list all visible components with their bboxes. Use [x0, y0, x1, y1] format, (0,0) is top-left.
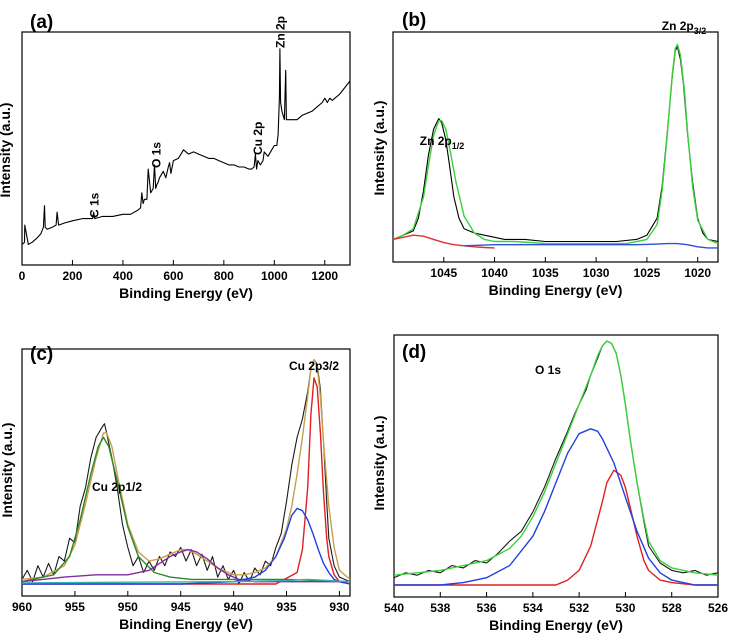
x-tick-label: 950 [118, 600, 138, 614]
x-tick-label: 930 [329, 600, 349, 614]
series-cu-2p3-2-shoulder [22, 507, 351, 585]
peak-annotation: Cu 2p3/2 [289, 359, 339, 373]
plot-frame [392, 31, 719, 263]
plot-frame [21, 31, 351, 266]
x-tick-label: 1000 [261, 269, 288, 283]
x-tick-label: 0 [19, 269, 26, 283]
x-tick-label: 540 [384, 601, 404, 615]
x-tick-label: 536 [477, 601, 497, 615]
series-fit-envelope [392, 43, 719, 245]
peak-annotation: Cu 2p [251, 122, 265, 155]
annotation-subscript: 3/2 [694, 26, 707, 36]
x-tick-label: 940 [224, 600, 244, 614]
x-axis-title: Binding Energy (eV) [489, 282, 623, 298]
x-tick-label: 400 [113, 269, 133, 283]
peak-annotation: C 1s [88, 192, 102, 218]
panel-label: (b) [402, 10, 426, 31]
x-tick-label: 532 [569, 601, 589, 615]
series-o-1s-low-be-component [394, 469, 718, 586]
panel-a: 0 200 400 600 800 1000 1200 Binding Energy (eV)… [0, 12, 351, 301]
y-axis-title: Intensity (a.u.) [0, 423, 15, 518]
x-tick-label: 960 [12, 600, 32, 614]
x-tick-label: 1045 [430, 266, 457, 280]
x-tick-label: 600 [163, 269, 183, 283]
series-experimental [393, 340, 719, 579]
series-cu-2p3-2-main [22, 377, 351, 585]
peak-annotation: Zn 2p1/2 [420, 134, 465, 151]
y-axis-title: Intensity (a.u.) [371, 416, 387, 511]
peak-annotation: O 1s [535, 363, 561, 377]
series-fit-envelope [21, 358, 351, 581]
x-tick-label: 1025 [634, 266, 661, 280]
series-o-1s-high-be-component [394, 428, 718, 586]
peak-annotation: Cu 2p1/2 [92, 480, 142, 494]
x-tick-label: 200 [62, 269, 82, 283]
peak-annotation: Zn 2p3/2 [662, 19, 707, 36]
panel-label: (a) [30, 12, 53, 33]
x-tick-label: 1020 [684, 266, 711, 280]
x-tick-label: 1200 [311, 269, 338, 283]
y-axis-title: Intensity (a.u.) [371, 101, 387, 196]
x-tick-label: 1040 [481, 266, 508, 280]
panel-c: 960 955 950 945 940 935 930 Binding Energy (eV)… [0, 344, 351, 632]
x-tick-label: 955 [65, 600, 85, 614]
series-background-2p3-2 [464, 242, 718, 249]
x-tick-label: 528 [662, 601, 682, 615]
x-tick-label: 534 [523, 601, 543, 615]
x-tick-label: 530 [615, 601, 635, 615]
plot-frame [393, 334, 719, 598]
x-tick-label: 1030 [583, 266, 610, 280]
series-cu-2p1-2-component [21, 436, 351, 583]
panel-b: 1045 1040 1035 1030 1025 1020 Binding Energy (… [371, 10, 719, 298]
panel-label: (d) [402, 342, 426, 363]
x-axis-title: Binding Energy (eV) [489, 617, 623, 633]
series-survey [21, 48, 351, 245]
panel-label: (c) [30, 344, 53, 365]
x-tick-label: 800 [214, 269, 234, 283]
x-axis-title: Binding Energy (eV) [119, 616, 253, 632]
x-axis-title: Binding Energy (eV) [119, 285, 253, 301]
panel-d: 540 538 536 534 532 530 528 526 Binding Energy (… [371, 334, 728, 633]
peak-annotation: O 1s [150, 142, 164, 168]
x-tick-label: 526 [708, 601, 728, 615]
x-tick-label: 538 [430, 601, 450, 615]
series-baseline [21, 578, 351, 584]
x-tick-label: 945 [171, 600, 191, 614]
x-tick-label: 1035 [532, 266, 559, 280]
plot-frame [21, 348, 351, 597]
y-axis-title: Intensity (a.u.) [0, 103, 13, 198]
x-tick-label: 935 [277, 600, 297, 614]
annotation-subscript: 1/2 [452, 141, 465, 151]
series-fit-envelope [393, 340, 719, 576]
peak-annotation: Zn 2p [274, 16, 288, 48]
series-background-2p1-2 [392, 234, 495, 249]
